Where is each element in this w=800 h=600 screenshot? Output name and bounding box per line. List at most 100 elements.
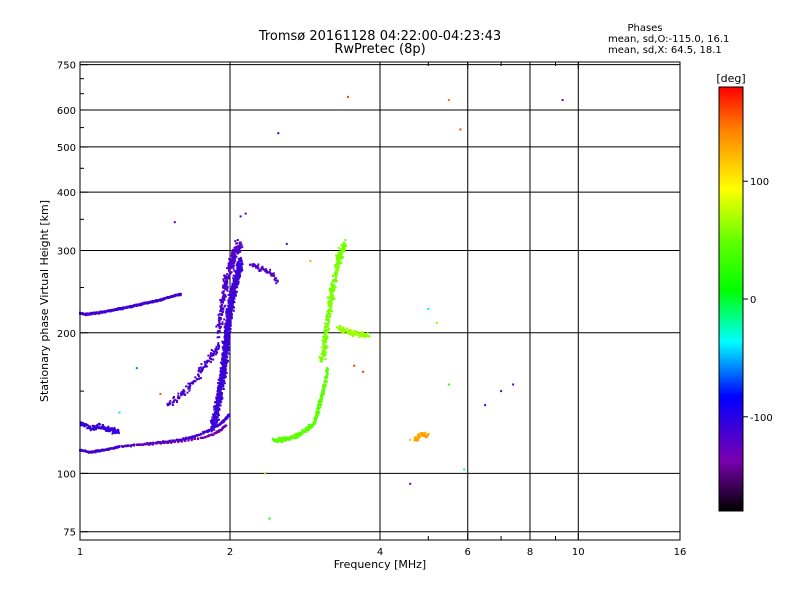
data-point <box>98 426 101 429</box>
data-point <box>423 434 425 437</box>
data-point <box>232 248 235 251</box>
data-point <box>217 348 220 351</box>
data-point <box>166 402 169 405</box>
data-point <box>215 420 218 423</box>
data-point <box>342 332 345 334</box>
data-point <box>189 436 192 439</box>
data-point <box>212 415 215 418</box>
data-point <box>234 248 237 251</box>
data-point <box>323 354 326 357</box>
data-point <box>95 312 98 315</box>
data-point <box>368 335 371 338</box>
data-point <box>222 348 225 351</box>
data-point <box>237 257 240 260</box>
data-point <box>336 280 338 283</box>
data-point <box>92 427 95 430</box>
data-point <box>222 347 225 350</box>
data-point <box>327 323 330 326</box>
colorbar-tick-label: -100 <box>750 413 773 424</box>
data-point <box>177 395 180 398</box>
data-point <box>229 254 232 257</box>
data-point <box>227 312 230 315</box>
data-point <box>230 258 233 261</box>
data-point <box>319 357 322 360</box>
data-point <box>322 340 325 343</box>
data-point <box>227 264 230 267</box>
data-point <box>107 429 110 432</box>
data-point <box>149 301 152 303</box>
data-point <box>112 428 115 430</box>
data-point <box>324 375 327 378</box>
data-point <box>253 264 256 267</box>
data-point <box>231 303 234 306</box>
data-point <box>158 299 161 301</box>
data-point <box>230 294 233 297</box>
data-point <box>129 445 132 448</box>
data-point <box>233 301 236 304</box>
data-point <box>321 358 324 361</box>
data-point <box>120 307 123 310</box>
data-point <box>335 265 338 268</box>
data-point <box>239 265 242 268</box>
data-point <box>220 380 223 382</box>
data-point <box>219 401 222 404</box>
data-point <box>118 446 121 448</box>
chart-title: Tromsø 20161128 04:22:00-04:23:43 <box>258 29 501 44</box>
data-point <box>214 422 217 425</box>
data-point <box>340 255 343 258</box>
data-point <box>209 361 212 364</box>
data-point <box>204 435 207 438</box>
data-point <box>339 258 342 261</box>
data-point <box>420 432 423 434</box>
data-point <box>191 435 194 438</box>
data-point <box>187 439 190 442</box>
data-point <box>199 366 202 369</box>
data-point <box>329 304 332 307</box>
data-point <box>218 322 221 325</box>
data-point <box>99 450 102 453</box>
data-point <box>110 309 113 312</box>
data-point <box>325 351 328 354</box>
data-point <box>148 443 151 446</box>
data-point <box>194 435 196 438</box>
y-axis: 75 100 200 300 400 500 600 750 <box>57 61 88 539</box>
data-point <box>140 443 143 446</box>
data-point <box>327 318 330 321</box>
data-point <box>218 326 221 329</box>
data-point <box>225 312 228 315</box>
data-point <box>341 256 344 259</box>
data-point <box>229 271 232 274</box>
data-point <box>210 430 213 433</box>
data-point <box>222 342 224 345</box>
data-point <box>170 441 173 444</box>
colorbar: [deg] 100 0 -100 <box>716 72 773 512</box>
data-point <box>223 295 226 298</box>
data-point <box>162 440 165 443</box>
data-point <box>225 308 228 311</box>
data-point <box>219 404 222 407</box>
data-point <box>324 340 327 343</box>
data-point <box>350 330 353 333</box>
data-point <box>234 274 237 277</box>
data-point <box>232 264 235 267</box>
data-point <box>223 382 226 385</box>
data-point <box>330 300 332 303</box>
data-point <box>226 327 229 330</box>
data-point <box>223 341 226 344</box>
data-point <box>210 421 213 424</box>
data-point <box>230 308 233 311</box>
data-point <box>330 289 333 292</box>
data-point <box>224 286 226 289</box>
data-point <box>167 441 169 444</box>
data-point <box>198 434 201 437</box>
data-point <box>239 245 241 248</box>
data-point <box>271 273 274 275</box>
data-point <box>151 300 154 303</box>
data-point <box>222 363 225 366</box>
data-point <box>324 329 327 331</box>
data-point <box>362 370 365 373</box>
data-point <box>214 413 216 416</box>
data-point <box>180 440 183 443</box>
data-point <box>180 390 183 393</box>
